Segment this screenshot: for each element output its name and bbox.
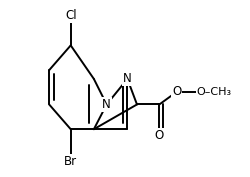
Text: Cl: Cl	[65, 8, 76, 22]
Text: O: O	[155, 129, 164, 142]
Text: Br: Br	[64, 155, 77, 168]
Text: O–CH₃: O–CH₃	[197, 87, 232, 97]
Text: N: N	[123, 72, 132, 85]
Text: N: N	[102, 98, 111, 111]
Text: O: O	[172, 85, 182, 98]
